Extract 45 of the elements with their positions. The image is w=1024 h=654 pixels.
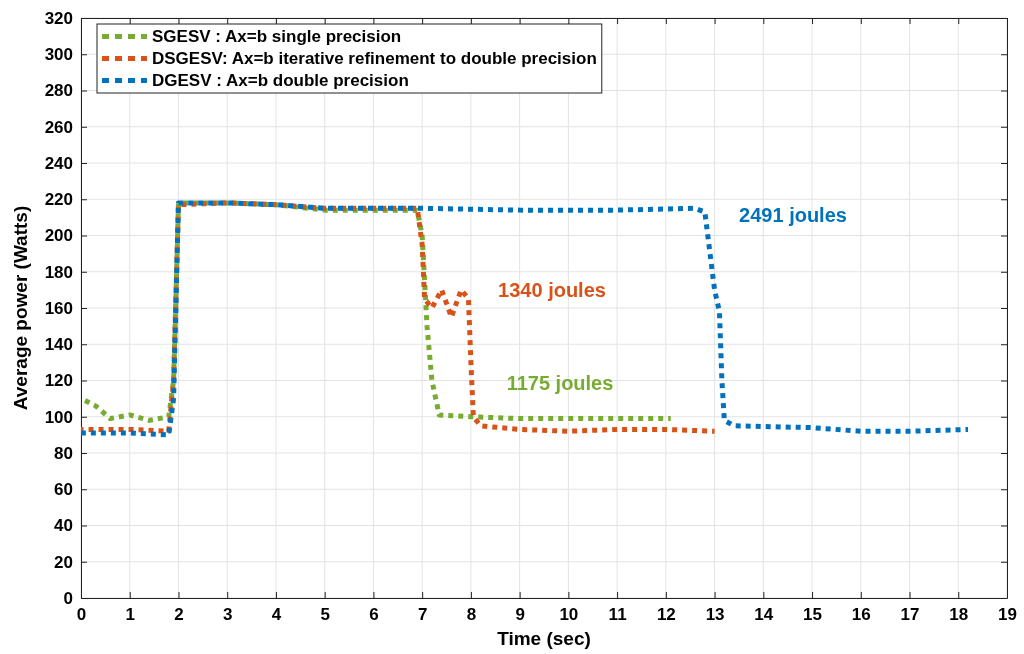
y-tick-label: 200: [44, 226, 73, 246]
y-tick-label: 120: [44, 371, 73, 391]
y-tick-label: 220: [44, 190, 73, 210]
x-tick-label: 2: [174, 605, 184, 625]
x-tick-label: 9: [515, 605, 525, 625]
y-tick-label: 0: [63, 588, 73, 608]
y-tick-label: 20: [54, 552, 73, 572]
x-tick-label: 17: [900, 605, 920, 625]
legend-label: DSGESV: Ax=b iterative refinement to double precision: [152, 49, 597, 68]
y-tick-label: 300: [44, 45, 73, 65]
x-tick-label: 19: [998, 605, 1017, 625]
y-tick-label: 160: [44, 298, 73, 318]
legend-label: DGESV : Ax=b double precision: [152, 71, 409, 90]
y-tick-label: 260: [44, 117, 73, 137]
y-tick-label: 280: [44, 81, 73, 101]
annotation: 2491 joules: [739, 204, 847, 226]
x-tick-label: 10: [559, 605, 579, 625]
y-tick-label: 100: [44, 407, 73, 427]
x-tick-label: 16: [851, 605, 871, 625]
y-axis-title: Average power (Watts): [10, 205, 31, 411]
y-tick-label: 140: [44, 335, 73, 355]
y-tick-label: 320: [44, 8, 73, 28]
x-tick-label: 11: [608, 605, 627, 625]
y-tick-label: 40: [54, 516, 73, 536]
x-tick-label: 14: [754, 605, 774, 625]
y-tick-label: 240: [44, 153, 73, 173]
x-tick-label: 3: [222, 605, 233, 625]
y-tick-label: 80: [54, 443, 73, 463]
x-tick-label: 12: [656, 605, 676, 625]
y-tick-label: 60: [54, 480, 73, 500]
y-tick-label: 180: [44, 262, 73, 282]
legend-label: SGESV : Ax=b single precision: [152, 27, 402, 46]
x-tick-label: 4: [271, 605, 282, 625]
x-tick-label: 7: [417, 605, 428, 625]
x-tick-label: 0: [76, 605, 87, 625]
x-tick-label: 13: [705, 605, 725, 625]
annotation: 1340 joules: [498, 279, 606, 301]
x-tick-label: 5: [320, 605, 330, 625]
x-tick-label: 1: [125, 605, 135, 625]
x-axis-title: Time (sec): [497, 628, 591, 649]
x-tick-label: 18: [949, 605, 969, 625]
x-tick-label: 6: [369, 605, 379, 625]
x-tick-label: 15: [803, 605, 823, 625]
annotation: 1175 joules: [506, 372, 614, 394]
x-tick-label: 8: [466, 605, 477, 625]
